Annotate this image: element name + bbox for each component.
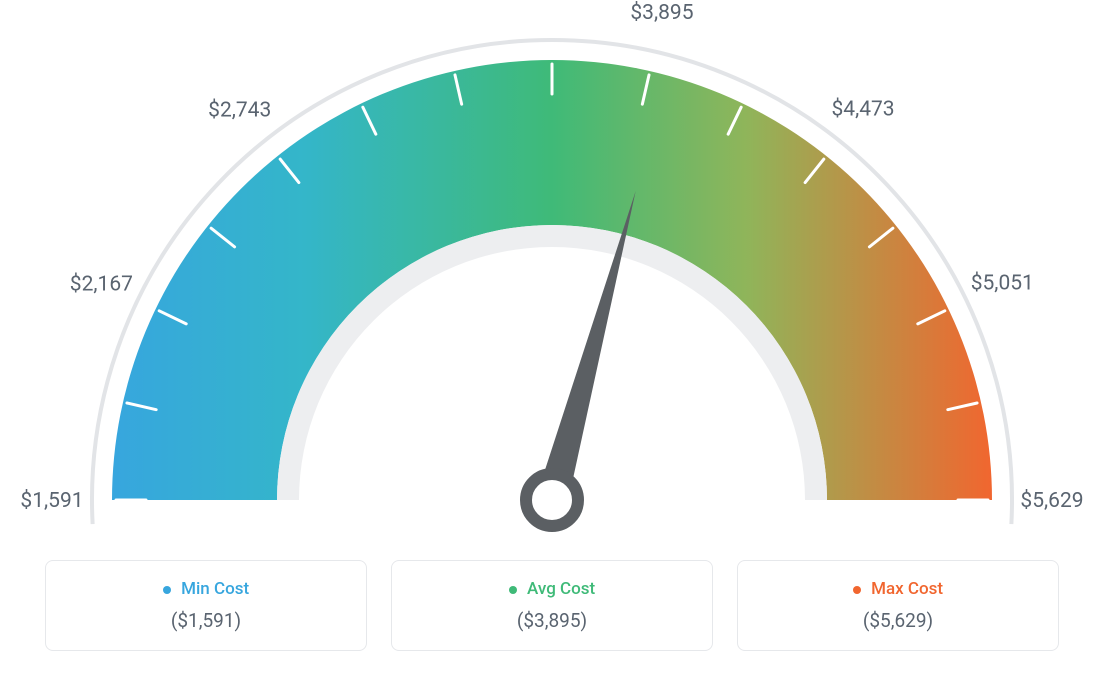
svg-text:$5,629: $5,629 (1020, 489, 1083, 513)
max-cost-label: Max Cost (738, 579, 1058, 599)
max-cost-card: Max Cost ($5,629) (737, 560, 1059, 651)
svg-text:$2,167: $2,167 (70, 272, 133, 296)
svg-text:$1,591: $1,591 (20, 489, 83, 513)
min-cost-label: Min Cost (46, 579, 366, 599)
avg-cost-label: Avg Cost (392, 579, 712, 599)
min-cost-card: Min Cost ($1,591) (45, 560, 367, 651)
avg-cost-card: Avg Cost ($3,895) (391, 560, 713, 651)
svg-text:$4,473: $4,473 (831, 98, 894, 122)
max-dot-icon (853, 586, 861, 594)
min-dot-icon (163, 586, 171, 594)
max-cost-label-text: Max Cost (871, 579, 943, 599)
max-cost-value: ($5,629) (738, 609, 1058, 632)
gauge-svg: $1,591 $2,167 $2,743 $3,895 $4,473 $5,051 $5,6… (0, 0, 1104, 560)
min-cost-label-text: Min Cost (181, 579, 249, 599)
svg-text:$2,743: $2,743 (208, 99, 271, 123)
avg-cost-value: ($3,895) (392, 609, 712, 632)
svg-text:$3,895: $3,895 (630, 1, 693, 25)
legend-row: Min Cost ($1,591) Avg Cost ($3,895) Max … (0, 560, 1104, 651)
cost-gauge: $1,591 $2,167 $2,743 $3,895 $4,473 $5,051 $5,6… (0, 0, 1104, 560)
avg-dot-icon (509, 586, 517, 594)
avg-cost-label-text: Avg Cost (527, 579, 595, 599)
min-cost-value: ($1,591) (46, 609, 366, 632)
svg-text:$5,051: $5,051 (971, 272, 1034, 296)
